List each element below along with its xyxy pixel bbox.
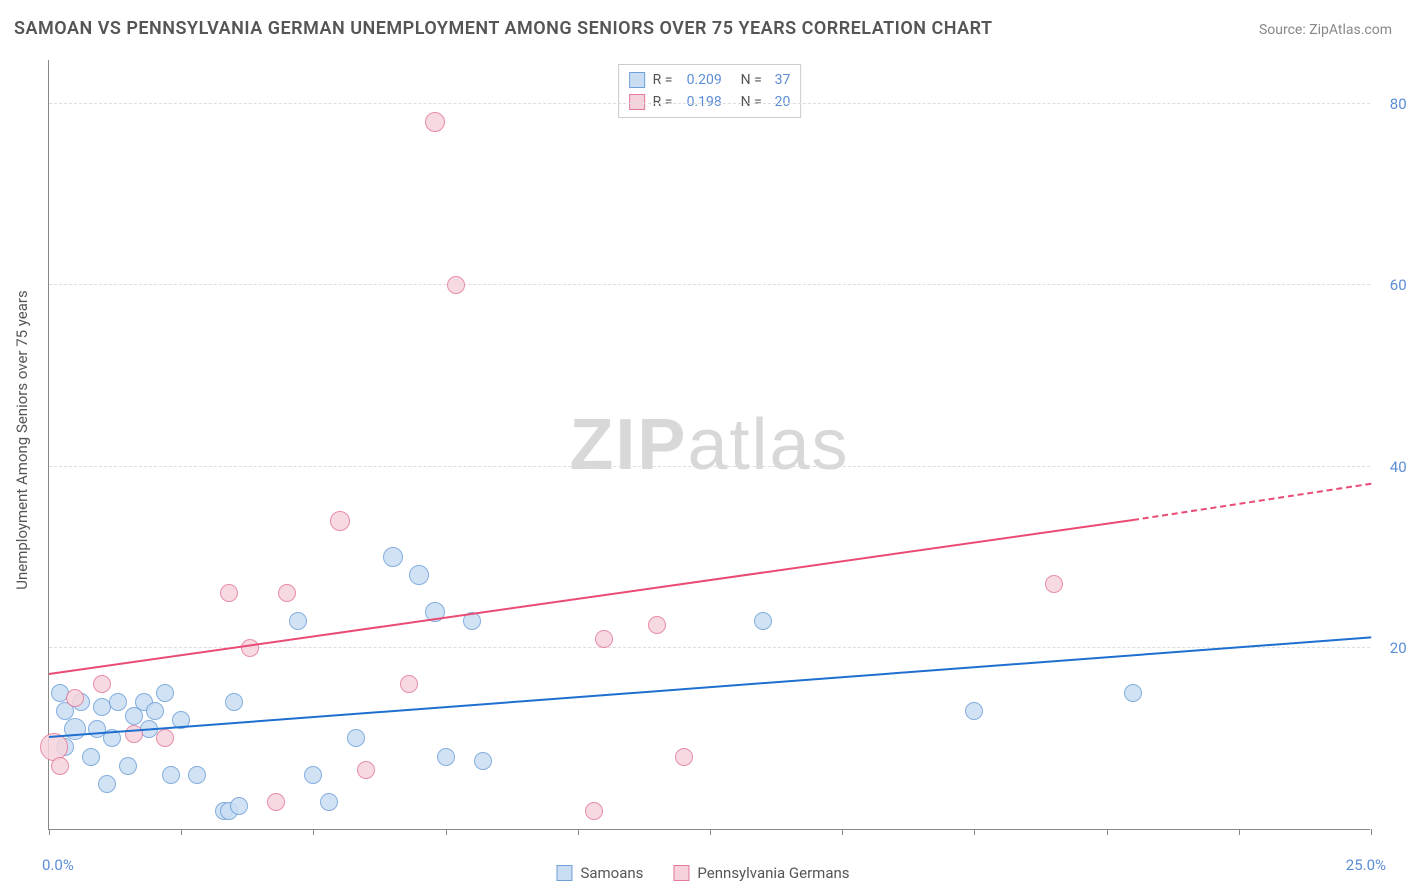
x-tick-mark xyxy=(181,829,182,835)
data-point xyxy=(595,630,613,648)
x-tick-mark xyxy=(710,829,711,835)
x-tick-mark xyxy=(578,829,579,835)
bottom-legend: Samoans Pennsylvania Germans xyxy=(556,864,849,882)
r-value-samoans: 0.209 xyxy=(687,72,733,88)
data-point xyxy=(585,802,603,820)
data-point xyxy=(754,612,772,630)
data-point xyxy=(347,729,365,747)
x-tick-mark xyxy=(313,829,314,835)
x-tick-mark xyxy=(1371,829,1372,835)
data-point xyxy=(98,775,116,793)
swatch-samoans xyxy=(629,72,645,88)
data-point xyxy=(267,793,285,811)
gridline xyxy=(49,103,1370,104)
data-point xyxy=(146,702,164,720)
gridline xyxy=(49,466,1370,467)
data-point xyxy=(437,748,455,766)
data-point xyxy=(156,684,174,702)
r-label: R = xyxy=(653,72,679,88)
y-tick-label: 80.0% xyxy=(1375,95,1406,113)
data-point xyxy=(447,276,465,294)
data-point xyxy=(64,718,86,740)
trend-line xyxy=(49,519,1133,675)
stat-row-pagermans: R = 0.198 N = 20 xyxy=(629,91,791,113)
data-point xyxy=(225,693,243,711)
data-point xyxy=(156,729,174,747)
data-point xyxy=(241,639,259,657)
data-point xyxy=(675,748,693,766)
data-point xyxy=(474,752,492,770)
data-point xyxy=(289,612,307,630)
data-point xyxy=(82,748,100,766)
data-point xyxy=(330,511,350,531)
data-point xyxy=(93,675,111,693)
data-point xyxy=(188,766,206,784)
legend-swatch-pagermans xyxy=(673,865,689,881)
legend-label-pagermans: Pennsylvania Germans xyxy=(697,864,849,882)
chart-title: SAMOAN VS PENNSYLVANIA GERMAN UNEMPLOYME… xyxy=(14,18,993,39)
data-point xyxy=(278,584,296,602)
chart-container: SAMOAN VS PENNSYLVANIA GERMAN UNEMPLOYME… xyxy=(0,0,1406,892)
legend-label-samoans: Samoans xyxy=(580,864,643,882)
x-tick-mark xyxy=(1107,829,1108,835)
data-point xyxy=(304,766,322,784)
n-value-samoans: 37 xyxy=(775,72,791,88)
n-value-pagermans: 20 xyxy=(775,94,791,110)
r-value-pagermans: 0.198 xyxy=(687,94,733,110)
swatch-pagermans xyxy=(629,94,645,110)
data-point xyxy=(320,793,338,811)
x-tick-mark xyxy=(446,829,447,835)
data-point xyxy=(1045,575,1063,593)
data-point xyxy=(125,725,143,743)
n-label: N = xyxy=(741,72,767,88)
data-point xyxy=(66,689,84,707)
data-point xyxy=(162,766,180,784)
data-point xyxy=(51,757,69,775)
y-tick-label: 40.0% xyxy=(1375,458,1406,476)
data-point xyxy=(230,797,248,815)
source-label: Source: ZipAtlas.com xyxy=(1259,22,1392,38)
data-point xyxy=(109,693,127,711)
data-point xyxy=(965,702,983,720)
stat-row-samoans: R = 0.209 N = 37 xyxy=(629,69,791,91)
data-point xyxy=(400,675,418,693)
legend-swatch-samoans xyxy=(556,865,572,881)
x-tick-mark xyxy=(1239,829,1240,835)
watermark: ZIPatlas xyxy=(569,404,849,486)
n-label: N = xyxy=(741,94,767,110)
watermark-bold: ZIP xyxy=(569,405,687,485)
legend-item-pagermans: Pennsylvania Germans xyxy=(673,864,849,882)
watermark-light: atlas xyxy=(687,405,849,485)
plot-area: ZIPatlas R = 0.209 N = 37 R = 0.198 N = … xyxy=(48,60,1370,830)
y-tick-label: 60.0% xyxy=(1375,276,1406,294)
data-point xyxy=(648,616,666,634)
data-point xyxy=(409,565,429,585)
legend-item-samoans: Samoans xyxy=(556,864,643,882)
data-point xyxy=(357,761,375,779)
trend-line-extension xyxy=(1133,483,1371,521)
x-tick-mark xyxy=(974,829,975,835)
x-tick-mark xyxy=(842,829,843,835)
gridline xyxy=(49,284,1370,285)
title-bar: SAMOAN VS PENNSYLVANIA GERMAN UNEMPLOYME… xyxy=(14,18,1392,39)
x-axis-min-label: 0.0% xyxy=(42,856,74,874)
r-label: R = xyxy=(653,94,679,110)
data-point xyxy=(1124,684,1142,702)
x-axis-max-label: 25.0% xyxy=(1346,856,1386,874)
data-point xyxy=(383,547,403,567)
y-tick-label: 20.0% xyxy=(1375,639,1406,657)
data-point xyxy=(425,112,445,132)
data-point xyxy=(220,584,238,602)
stat-legend: R = 0.209 N = 37 R = 0.198 N = 20 xyxy=(618,64,802,118)
data-point xyxy=(119,757,137,775)
x-tick-mark xyxy=(49,829,50,835)
y-axis-label: Unemployment Among Seniors over 75 years xyxy=(13,290,31,589)
